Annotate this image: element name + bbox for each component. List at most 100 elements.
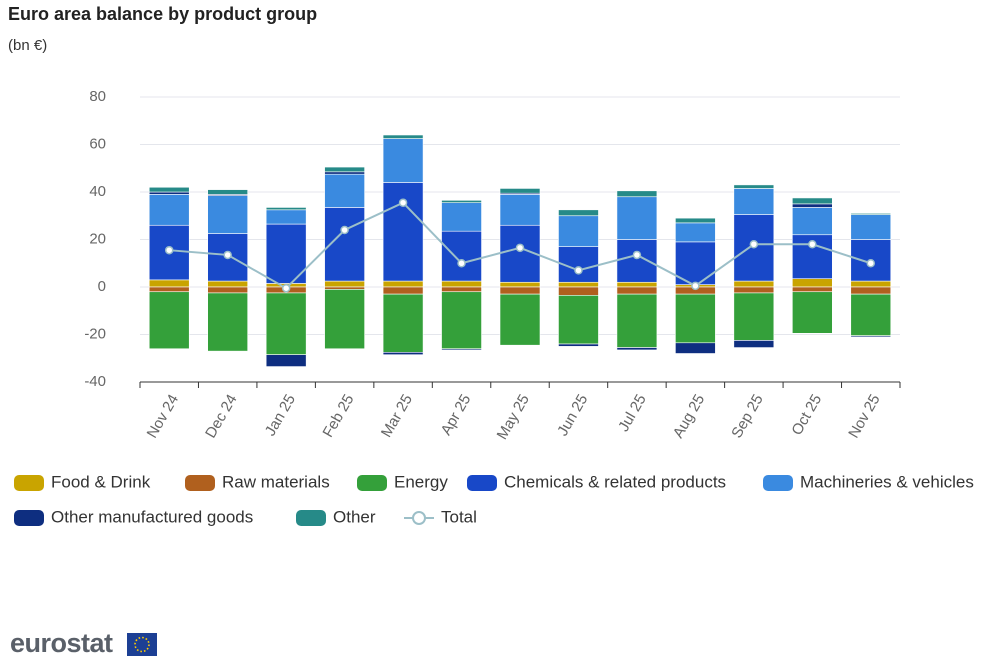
line-point: [164, 245, 174, 255]
bar-segment: [324, 286, 365, 290]
bar-segment: [850, 286, 892, 295]
legend-item[interactable]: Food & Drink: [14, 472, 151, 491]
legend-item[interactable]: Total: [404, 507, 477, 526]
line-point: [632, 250, 642, 260]
legend-swatch: [14, 510, 44, 526]
bar-segment: [382, 182, 424, 282]
bar-segment: [792, 203, 833, 208]
bar-segment: [675, 217, 716, 224]
bar-segment: [148, 286, 190, 293]
bar-segment: [733, 188, 775, 215]
bar-segment: [675, 293, 716, 344]
legend-marker: [412, 511, 426, 525]
x-tick-label: Nov 24: [144, 391, 182, 441]
bar-segment: [324, 280, 365, 288]
bar-segment: [324, 173, 365, 208]
bar-segment: [441, 280, 482, 288]
x-tick-label: Sep 25: [728, 391, 766, 441]
y-tick-label: 40: [89, 183, 106, 200]
legend-label: Other manufactured goods: [51, 507, 253, 526]
line-point: [281, 283, 291, 293]
bar-segment: [733, 280, 775, 288]
bar-segment: [382, 286, 424, 295]
x-tick-label: Jan 25: [262, 391, 299, 439]
bar-segment: [850, 335, 892, 338]
line-point: [398, 198, 408, 207]
bar-segment: [850, 213, 892, 215]
x-tick-label: Mar 25: [378, 391, 416, 440]
bar-segment: [616, 286, 658, 295]
bar-segment: [850, 214, 892, 240]
bar-segment: [499, 188, 541, 194]
bar-segment: [733, 340, 775, 348]
legend-label: Machineries & vehicles: [800, 472, 974, 491]
bar-segment: [792, 207, 833, 236]
legend-item[interactable]: Energy: [357, 472, 448, 491]
y-tick-label: 20: [89, 230, 106, 247]
legend-item[interactable]: Chemicals & related products: [467, 472, 726, 491]
x-tick-label: Apr 25: [438, 391, 475, 438]
bar-segment: [499, 194, 541, 226]
line-point: [457, 259, 466, 268]
bar-segment: [558, 286, 599, 296]
line-point: [340, 225, 349, 235]
bar-segment: [792, 291, 833, 334]
legend-swatch: [357, 475, 387, 491]
bar-segment: [616, 293, 658, 348]
x-tick-label: Aug 25: [670, 391, 708, 441]
bar-segment: [441, 230, 482, 282]
y-tick-label: 0: [98, 278, 106, 295]
bar-segment: [792, 197, 833, 205]
y-tick-label: 60: [89, 135, 106, 152]
bar-segment: [148, 191, 190, 195]
line-point: [749, 240, 759, 249]
bar-segment: [265, 207, 307, 211]
bar-segment: [441, 200, 482, 203]
x-tick-label: Nov 25: [845, 391, 883, 441]
bar-segment: [207, 195, 248, 234]
bar-segment: [792, 278, 833, 288]
bar-segment: [733, 292, 775, 341]
bar-segment: [265, 354, 307, 367]
bar-segment: [616, 196, 658, 240]
bar-segment: [441, 348, 482, 351]
legend-item[interactable]: Other manufactured goods: [14, 507, 253, 526]
bar-segment: [558, 343, 599, 347]
bar-segment: [733, 184, 775, 189]
legend-swatch: [14, 475, 44, 491]
bar-segment: [148, 291, 190, 350]
chart-subtitle: (bn €): [8, 37, 47, 54]
legend-item[interactable]: Raw materials: [185, 472, 330, 491]
bar-segment: [265, 292, 307, 355]
line-point: [515, 243, 525, 253]
legend-label: Raw materials: [222, 472, 330, 491]
legend-item[interactable]: Machineries & vehicles: [763, 472, 974, 491]
bar-segment: [558, 295, 599, 345]
legend-label: Energy: [394, 472, 448, 491]
bar-segment: [324, 171, 365, 175]
legend-swatch: [467, 475, 497, 491]
bar-segment: [850, 293, 892, 336]
bar-segment: [382, 280, 424, 288]
x-tick-label: May 25: [494, 391, 533, 442]
legend-swatch: [296, 510, 326, 526]
x-tick-label: Oct 25: [788, 391, 825, 438]
x-tick-label: Feb 25: [319, 391, 357, 440]
bar-segment: [382, 352, 424, 355]
line-point: [691, 281, 700, 291]
legend-label: Other: [333, 507, 376, 526]
bar-segment: [265, 209, 307, 225]
bar-segment: [616, 347, 658, 351]
bar-segment: [148, 279, 190, 288]
y-tick-label: -40: [84, 373, 106, 390]
bar-segment: [558, 281, 599, 288]
bar-segment: [207, 280, 248, 288]
bar-segment: [382, 138, 424, 183]
bar-segment: [850, 280, 892, 288]
legend-item[interactable]: Other: [296, 507, 376, 526]
bar-segment: [382, 134, 424, 139]
y-tick-label: -20: [84, 325, 106, 342]
bar-segment: [148, 194, 190, 226]
bar-segment: [324, 166, 365, 173]
